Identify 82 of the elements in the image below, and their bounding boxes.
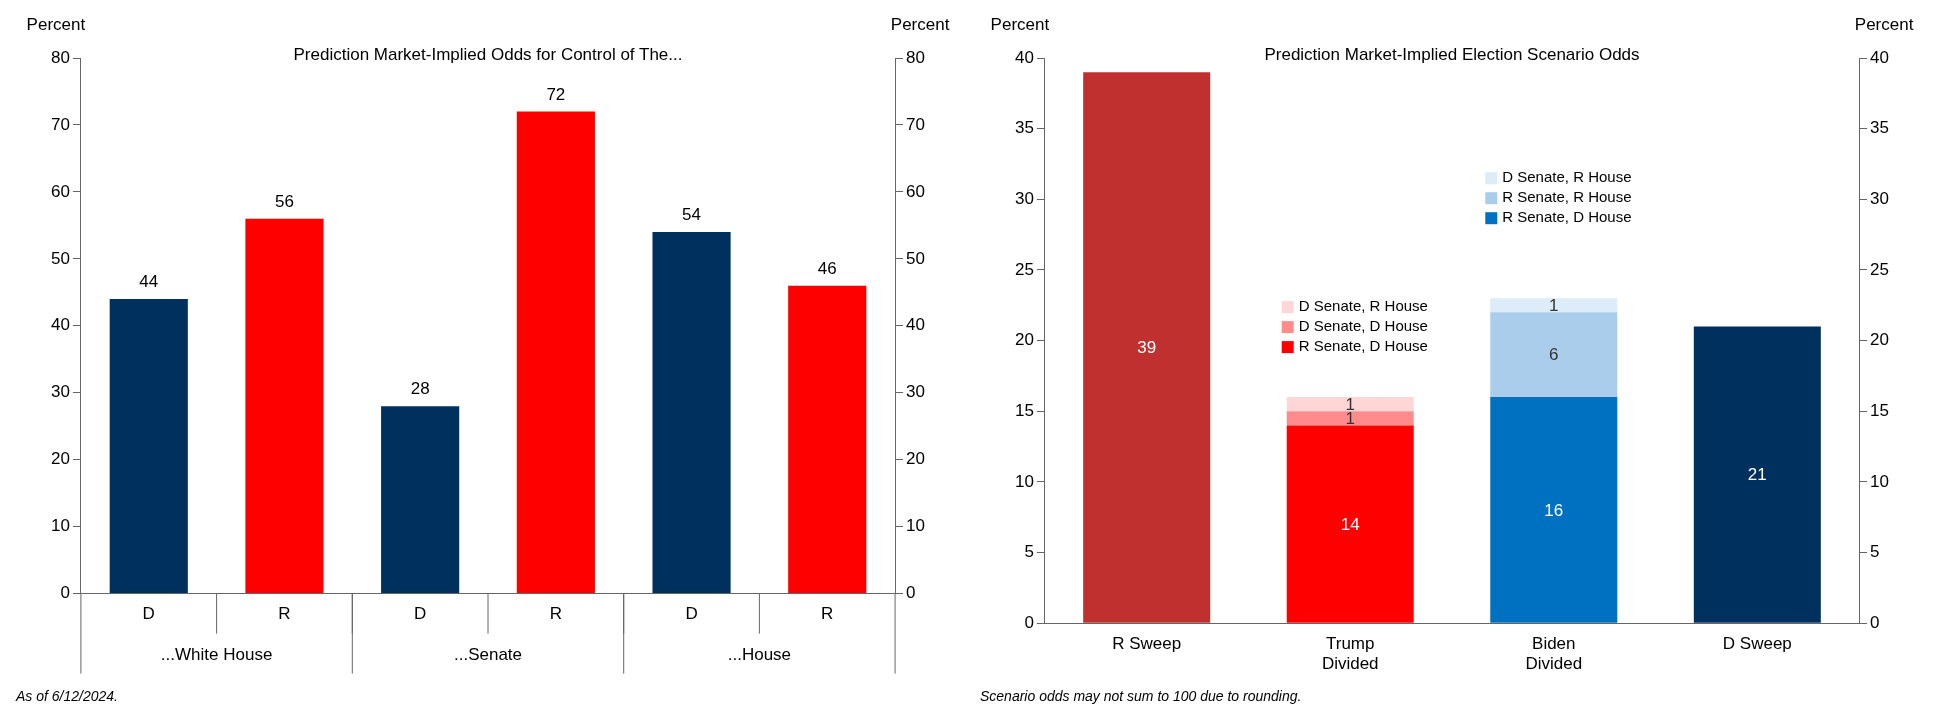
y-tick-label: 5 [1024,542,1034,562]
data-label: 28 [410,379,430,399]
data-label: 1 [1345,409,1355,428]
y2-tick-label: 5 [1870,542,1880,562]
data-label: 39 [1137,338,1157,358]
legend-label: R Senate, D House [1502,208,1632,226]
bar [109,299,188,594]
x-tick-label: D Sweep [1722,634,1792,654]
chart-title: Prediction Market-Implied Election Scenario Odds [1264,45,1640,64]
legend-label: R Senate, D House [1298,337,1428,355]
text: ...Senate [453,645,523,665]
y2-axis-title: Percent [1854,15,1914,34]
y-tick-label: 50 [50,248,70,268]
y-tick-label: 40 [1014,47,1034,67]
y-tick-label: 10 [1014,471,1034,491]
y-tick-label: 0 [1024,612,1034,632]
y2-tick-label: 30 [1870,188,1890,208]
y-tick-label: 70 [50,114,70,134]
data-label: 14 [1340,514,1360,534]
y2-tick-label: 35 [1870,118,1890,138]
y2-tick-label: 25 [1870,259,1890,279]
bar [245,218,324,594]
y2-tick-label: 30 [906,382,926,402]
y-tick-label: 20 [1014,330,1034,350]
data-label: 56 [274,191,294,211]
y2-tick-label: 60 [906,181,926,201]
y2-tick-label: 50 [906,248,926,268]
text: As of 6/12/2024. [15,687,118,704]
y-tick-label: 80 [50,47,70,67]
legend-label: D Senate, R House [1298,297,1428,315]
y2-tick-label: 10 [906,516,926,536]
y2-tick-label: 70 [906,114,926,134]
x-tick-label: D [414,604,427,624]
data-label: 16 [1544,500,1564,520]
x-tick-label: Biden Divided [1525,634,1583,674]
data-label: 21 [1747,465,1767,485]
x-tick-label: R [821,604,834,624]
chart-title: Prediction Market-Implied Odds for Control of The... [293,45,683,64]
y-tick-label: 0 [60,583,70,603]
y-tick-label: 35 [1014,118,1034,138]
y2-tick-label: 0 [906,583,916,603]
y2-axis-title: Percent [890,15,950,34]
data-label: 1 [1549,295,1559,315]
y2-tick-label: 20 [1870,330,1890,350]
y2-tick-label: 40 [906,315,926,335]
x-tick-label: R [278,604,291,624]
x-tick-label: D [685,604,698,624]
y2-tick-label: 15 [1870,400,1890,420]
x-tick-label: R Sweep [1112,634,1182,654]
text: ...White House [160,645,273,665]
y-tick-label: 30 [1014,188,1034,208]
data-label: 44 [139,272,159,292]
bar [788,285,867,594]
data-label: 72 [546,84,566,104]
legend-label: R Senate, R House [1502,188,1632,206]
data-label: 6 [1549,345,1559,365]
y2-tick-label: 10 [1870,471,1890,491]
y-tick-label: 15 [1014,400,1034,420]
x-tick-label: D [142,604,155,624]
bar [516,111,595,594]
y-axis-title: Percent [990,15,1050,34]
bar [381,406,460,594]
bar [652,232,731,594]
y2-tick-label: 40 [1870,47,1890,67]
legend-label: D Senate, R House [1502,168,1632,186]
y-tick-label: 30 [50,382,70,402]
text: Scenario odds may not sum to 100 due to rounding. [980,687,1302,704]
y-axis-title: Percent [26,15,86,34]
data-label: 46 [817,258,837,278]
y2-tick-label: 0 [1870,612,1880,632]
y-tick-label: 10 [50,516,70,536]
data-label: 54 [682,205,702,225]
y-tick-label: 20 [50,449,70,469]
text: ...House [727,645,792,665]
y-tick-label: 40 [50,315,70,335]
y2-tick-label: 20 [906,449,926,469]
legend-label: D Senate, D House [1298,317,1428,335]
x-tick-label: Trump Divided [1321,634,1379,674]
y-tick-label: 25 [1014,259,1034,279]
y2-tick-label: 80 [906,47,926,67]
x-tick-label: R [549,604,562,624]
y-tick-label: 60 [50,181,70,201]
